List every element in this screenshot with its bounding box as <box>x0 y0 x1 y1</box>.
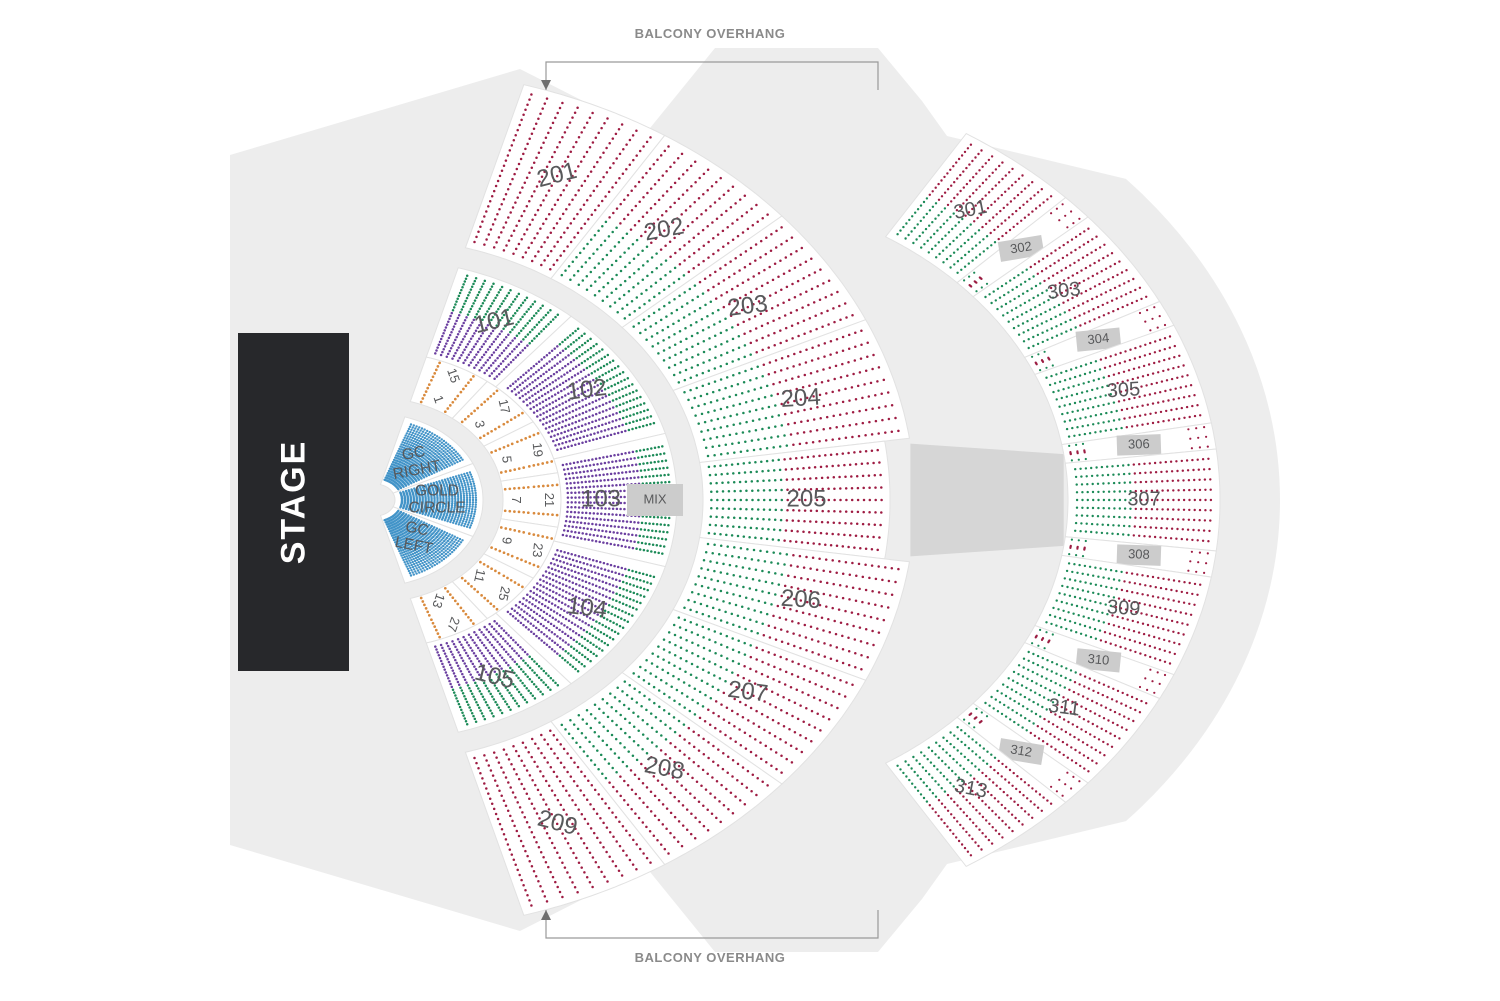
svg-text:203: 203 <box>726 290 769 322</box>
svg-text:GOLD: GOLD <box>415 483 459 500</box>
svg-text:7: 7 <box>509 496 524 503</box>
svg-text:21: 21 <box>542 493 557 507</box>
svg-text:103: 103 <box>581 485 621 512</box>
svg-text:CIRCLE: CIRCLE <box>409 500 466 517</box>
svg-text:104: 104 <box>565 592 608 624</box>
svg-text:MIX: MIX <box>643 491 666 506</box>
svg-text:23: 23 <box>530 542 546 558</box>
svg-text:102: 102 <box>565 374 608 406</box>
svg-text:19: 19 <box>530 442 546 458</box>
